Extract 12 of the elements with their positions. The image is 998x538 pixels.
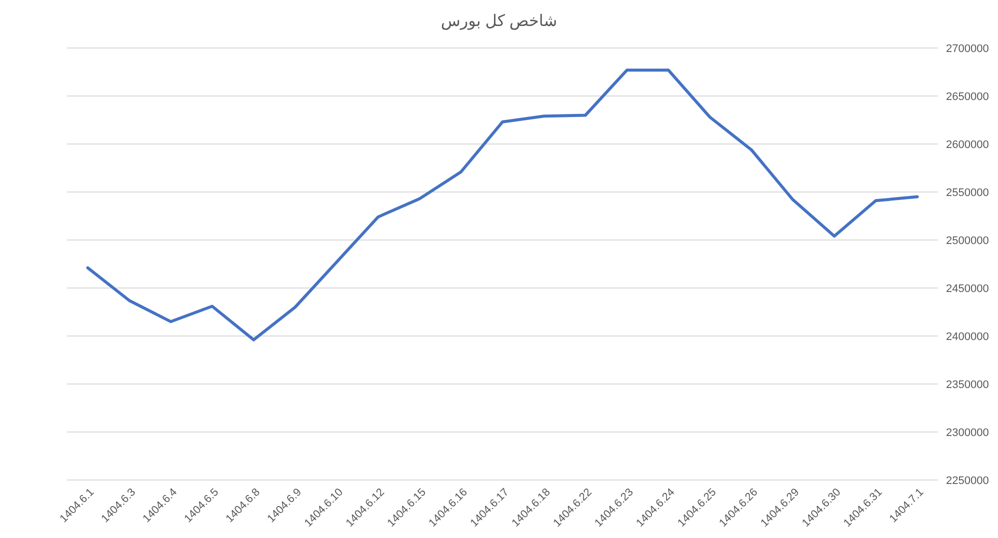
chart-title: شاخص کل بورس [440,13,558,30]
y-tick-label: 2550000 [946,186,989,199]
y-tick-label: 2450000 [946,282,989,295]
y-tick-label: 2350000 [946,378,989,391]
line-series [86,68,919,342]
y-tick-label: 2500000 [946,234,989,247]
y-tick-label: 2700000 [946,42,989,55]
y-tick-label: 2650000 [946,90,989,103]
y-tick-label: 2300000 [946,426,989,439]
y-tick-label: 2400000 [946,330,989,343]
y-tick-label: 2600000 [946,138,989,151]
y-tick-label: 2250000 [946,474,989,487]
